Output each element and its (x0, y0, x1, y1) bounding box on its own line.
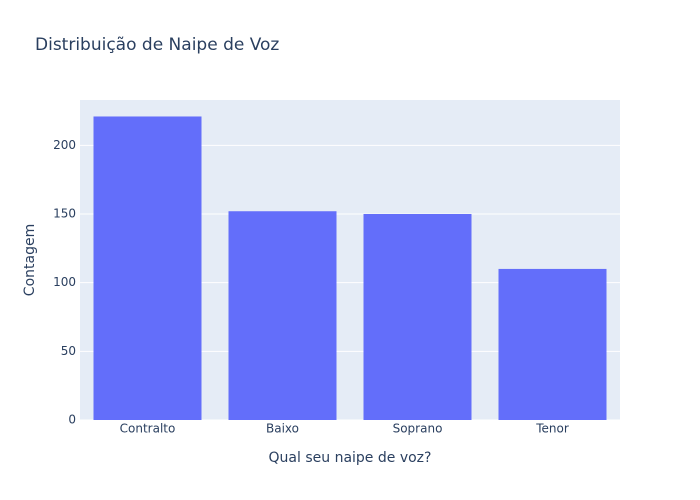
x-axis-title: Qual seu naipe de voz? (269, 450, 432, 466)
bar (93, 116, 202, 421)
y-tick-label: 50 (61, 344, 76, 358)
y-tick-label: 200 (53, 138, 76, 152)
x-tick-label: Soprano (393, 422, 443, 436)
y-tick-label: 0 (68, 413, 76, 427)
bar (363, 213, 472, 420)
x-tick-label: Baixo (266, 422, 299, 436)
bar (498, 268, 607, 420)
y-axis-title: Contagem (22, 224, 38, 296)
chart-title: Distribuição de Naipe de Voz (35, 35, 279, 55)
x-tick-label: Contralto (120, 422, 176, 436)
y-tick-label: 100 (53, 275, 76, 289)
bar (228, 211, 337, 420)
y-tick-label: 150 (53, 206, 76, 220)
x-tick-label: Tenor (535, 422, 569, 436)
